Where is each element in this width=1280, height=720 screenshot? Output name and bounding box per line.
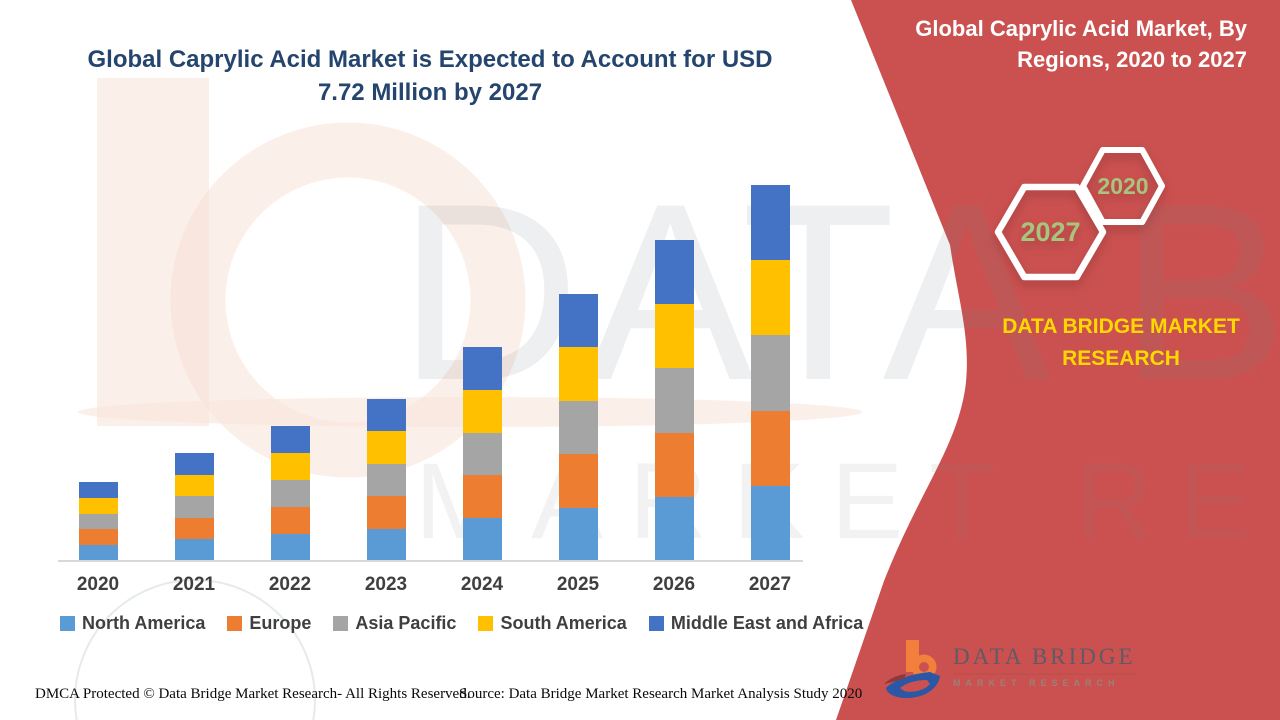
bar-segment-south-america: [270, 453, 310, 481]
bar-segment-asia-pacific: [750, 335, 790, 411]
hexagon-2027-label: 2027: [1020, 217, 1080, 247]
bar-stack-2022: [270, 426, 310, 561]
side-panel-title: Global Caprylic Acid Market, By Regions,…: [887, 13, 1247, 75]
bar-segment-north-america: [78, 545, 118, 561]
legend-item-europe: Europe: [227, 613, 311, 634]
bar-segment-asia-pacific: [462, 432, 502, 476]
bar-stack-2025: [558, 294, 598, 561]
legend-item-south-america: South America: [478, 613, 627, 634]
bar-segment-europe: [78, 529, 118, 546]
bar-segment-asia-pacific: [366, 463, 406, 497]
bar-segment-north-america: [558, 507, 598, 561]
legend-swatch: [648, 616, 664, 631]
chart-title-line1: Global Caprylic Acid Market is Expected …: [87, 46, 773, 73]
legend-swatch: [333, 616, 349, 631]
bar-segment-middle-east-and-africa: [366, 398, 406, 432]
x-axis-label-2022: 2022: [268, 574, 312, 595]
legend-swatch: [60, 616, 75, 631]
x-axis-label-2024: 2024: [460, 574, 504, 595]
bar-segment-north-america: [462, 518, 502, 561]
x-axis-label-2025: 2025: [556, 574, 600, 595]
bar-stack-2023: [366, 398, 406, 561]
bar-segment-europe: [654, 432, 694, 497]
company-logo-words: DATA BRIDGE MARKET RESEARCH: [953, 636, 1136, 688]
chart-legend: North America Europe Asia Pacific South Ame…: [60, 613, 863, 634]
bar-segment-middle-east-and-africa: [78, 482, 118, 498]
legend-label: Middle East and Africa: [670, 613, 864, 633]
bar-segment-north-america: [366, 528, 406, 561]
bar-segment-south-america: [654, 304, 694, 369]
chart-title: Global Caprylic Acid Market is Expected …: [85, 44, 775, 109]
x-axis-line: [58, 560, 803, 562]
plot-area: 2020 2021 2022 2023 2024 2025 2026 2027: [76, 185, 792, 595]
x-axis-label-2023: 2023: [364, 574, 408, 595]
legend-swatch: [478, 616, 494, 631]
bar-segment-middle-east-and-africa: [270, 426, 310, 454]
side-panel-title-line2: Regions, 2020 to 2027: [1017, 47, 1247, 73]
bar-segment-europe: [462, 475, 502, 519]
bar-segment-europe: [366, 496, 406, 529]
bar-segment-europe: [558, 454, 598, 508]
bar-stack-2026: [654, 240, 694, 561]
bar-segment-north-america: [750, 485, 790, 561]
legend-label: South America: [500, 613, 627, 633]
legend-item-middle-east-and-africa: Middle East and Africa: [648, 613, 864, 634]
hexagon-2020: [1080, 147, 1165, 225]
bar-segment-asia-pacific: [174, 496, 214, 518]
brand-name-line2: RESEARCH: [1062, 346, 1180, 370]
legend-item-north-america: North America: [60, 613, 205, 634]
x-axis-label-2020: 2020: [76, 574, 120, 595]
bar-stack-2021: [174, 452, 214, 561]
bar-segment-north-america: [174, 539, 214, 561]
bar-stack-2027: [750, 185, 790, 561]
bar-segment-north-america: [270, 534, 310, 561]
brand-name-line1: DATA BRIDGE MARKET: [1002, 315, 1240, 338]
legend-item-asia-pacific: Asia Pacific: [333, 613, 456, 634]
bar-segment-asia-pacific: [270, 480, 310, 508]
bar-segment-north-america: [654, 496, 694, 561]
legend-label: Asia Pacific: [355, 613, 457, 633]
bar-segment-south-america: [462, 389, 502, 433]
bar-segment-asia-pacific: [654, 368, 694, 433]
bar-segment-asia-pacific: [558, 400, 598, 455]
x-axis-label-2026: 2026: [652, 574, 696, 595]
hexagon-2027: [994, 183, 1107, 281]
chart-title-line2: 7.72 Million by 2027: [317, 78, 543, 106]
legend-label: North America: [82, 613, 206, 633]
bar-segment-europe: [750, 410, 790, 486]
bar-stack-2020: [78, 482, 118, 561]
bar-segment-middle-east-and-africa: [654, 240, 694, 305]
legend-label: Europe: [249, 613, 312, 633]
company-logo: DATA BRIDGE MARKET RESEARCH: [884, 636, 1136, 702]
legend-swatch: [227, 616, 243, 631]
x-axis-label-2027: 2027: [748, 574, 792, 595]
bar-segment-south-america: [78, 497, 118, 514]
x-axis-label-2021: 2021: [172, 574, 216, 595]
bar-segment-europe: [174, 517, 214, 540]
side-panel-title-line1: Global Caprylic Acid Market, By: [915, 16, 1247, 41]
bar-segment-south-america: [558, 347, 598, 401]
company-logo-icon: [884, 640, 940, 699]
company-logo-tagline: MARKET RESEARCH: [953, 678, 1120, 688]
bar-segment-middle-east-and-africa: [558, 294, 598, 348]
bar-segment-middle-east-and-africa: [462, 347, 502, 390]
hexagon-2020-label: 2020: [1097, 173, 1148, 199]
bar-segment-south-america: [174, 474, 214, 497]
year-hexagons: 2020 2027: [994, 147, 1165, 281]
bar-segment-middle-east-and-africa: [750, 185, 790, 261]
footer-dmca-text: DMCA Protected © Data Bridge Market Rese…: [35, 686, 471, 702]
bar-segment-europe: [270, 507, 310, 535]
bar-segment-south-america: [366, 431, 406, 464]
bar-segment-middle-east-and-africa: [174, 452, 214, 475]
brand-name-text: DATA BRIDGE MARKET RESEARCH: [973, 311, 1269, 375]
bar-segment-south-america: [750, 260, 790, 336]
bar-segment-asia-pacific: [78, 513, 118, 530]
company-logo-name: DATA BRIDGE: [953, 644, 1136, 675]
footer-source-text: Source: Data Bridge Market Research Mark…: [459, 686, 863, 702]
bar-stack-2024: [462, 347, 502, 561]
